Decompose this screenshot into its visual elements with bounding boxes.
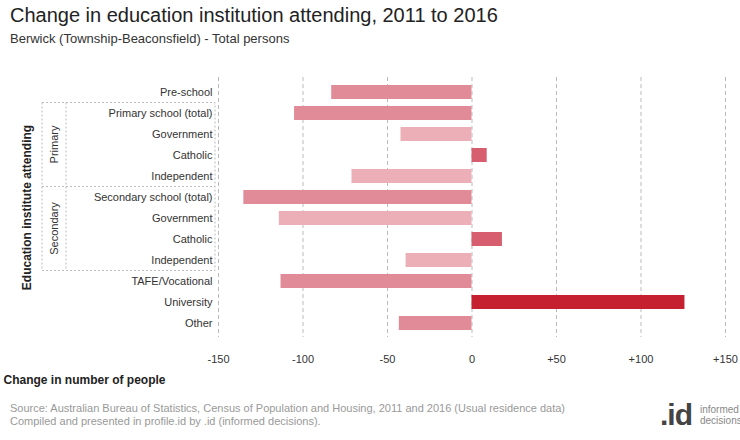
svg-text:0: 0 xyxy=(469,353,475,365)
svg-text:TAFE/Vocational: TAFE/Vocational xyxy=(131,275,212,287)
svg-text:+150: +150 xyxy=(713,353,738,365)
html-text:Compiled and presented in prof: Compiled and presented in profile.id by … xyxy=(10,415,321,427)
svg-text:Government: Government xyxy=(152,212,213,224)
svg-text:Pre-school: Pre-school xyxy=(160,86,213,98)
svg-text:Catholic: Catholic xyxy=(173,233,213,245)
svg-text:Primary: Primary xyxy=(48,125,60,163)
html-text:Source: Australian Bureau of S: Source: Australian Bureau of Statistics,… xyxy=(10,402,565,414)
svg-text:Independent: Independent xyxy=(151,254,212,266)
svg-text:Primary school (total): Primary school (total) xyxy=(109,107,213,119)
svg-text:+50: +50 xyxy=(547,353,566,365)
html-text:.id: .id xyxy=(660,398,692,431)
svg-text:+100: +100 xyxy=(629,353,654,365)
svg-text:Catholic: Catholic xyxy=(173,149,213,161)
svg-text:-150: -150 xyxy=(207,353,229,365)
svg-text:Secondary school (total): Secondary school (total) xyxy=(94,191,213,203)
svg-text:University: University xyxy=(164,296,213,308)
svg-text:-50: -50 xyxy=(380,353,396,365)
svg-text:-100: -100 xyxy=(292,353,314,365)
svg-text:Government: Government xyxy=(152,128,213,140)
svg-text:Independent: Independent xyxy=(151,170,212,182)
svg-text:Secondary: Secondary xyxy=(48,202,60,255)
svg-text:Other: Other xyxy=(185,317,213,329)
html-text:Berwick (Township-Beaconsfield: Berwick (Township-Beaconsfield) - Total … xyxy=(10,31,290,46)
svg-text:Education institute attending: Education institute attending xyxy=(20,125,34,290)
html-text:Change in education institutio: Change in education institution attendin… xyxy=(10,4,498,26)
svg-text:Change in number of people: Change in number of people xyxy=(4,373,166,387)
